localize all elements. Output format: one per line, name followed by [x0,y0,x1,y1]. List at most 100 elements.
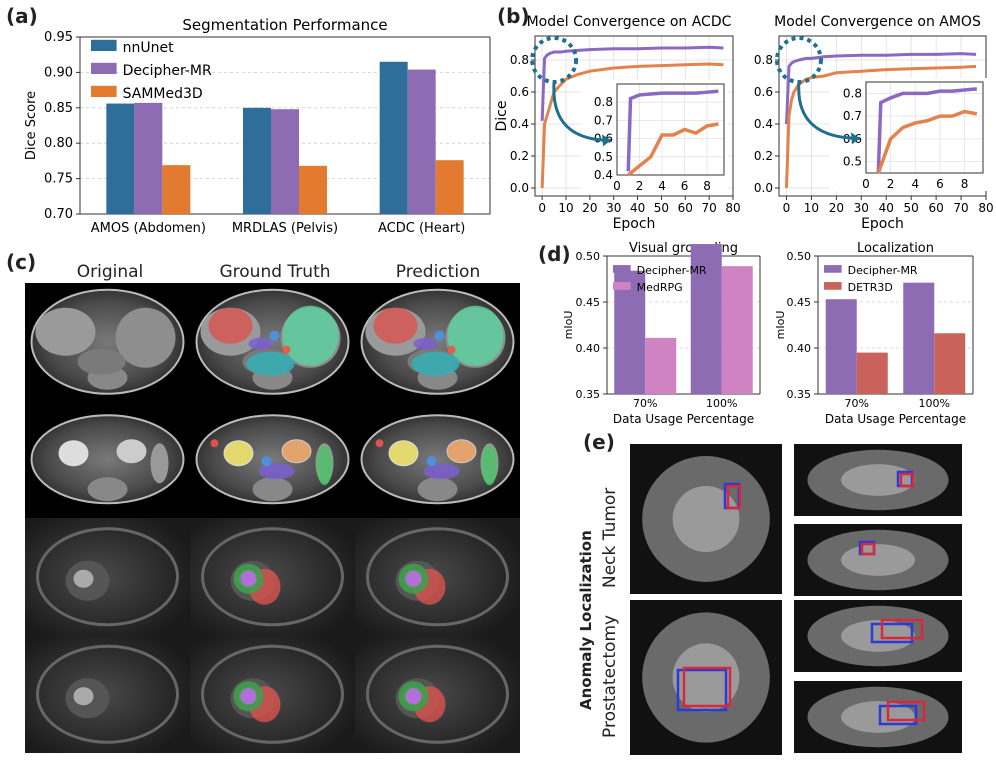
inset-x-tick-label: 0 [613,179,621,193]
prostate-coronal-image [794,600,962,672]
inset-background [830,78,987,191]
y-tick-label: 0.95 [44,30,73,45]
bar-sammed3d [435,160,464,214]
legend-label: SAMMed3D [123,86,203,102]
panel-label-a: (a) [6,4,38,28]
mri-cell [195,288,350,395]
legend-swatch [824,282,842,290]
y-tick-label: 0.35 [787,388,812,401]
kidney-left-mask [224,441,253,466]
x-tick-label: 20 [582,201,597,215]
neck-axial-gt-box [726,484,742,510]
y-axis-label: Dice [494,101,510,132]
inset-x-tick-label: 2 [636,179,644,193]
mri-grid [25,283,520,753]
inset-line-decipher-mr [876,87,978,174]
lv-mask [240,570,257,587]
prostate-axial-gt-box [682,666,732,708]
mri-cell [30,288,185,395]
prostate-axial-image [630,600,782,755]
chart-title: Localization [857,241,934,256]
stomach-mask [246,351,295,376]
column-ground-truth: Ground Truth [219,262,331,282]
inset-y-tick-label: 0.5 [843,155,862,169]
legend-swatch [91,62,117,74]
y-tick-label: 0.2 [510,149,529,163]
prostate-coronal-pred-box [870,622,914,644]
segmentation-performance-chart: Segmentation Performance 0.70 0.75 0.80 0.85… [24,16,491,236]
colon-mask [316,445,333,486]
line-decipher-mr [784,52,977,125]
abdomen-slice [30,414,185,505]
localization-chart: Localization 0.35 0.40 0.45 0.50 70% 100% mIoU D… [774,241,974,426]
inset-x-tick-label: 6 [681,179,689,193]
neck-coronal-image [794,444,962,516]
legend-swatch [824,265,842,273]
x-tick-label: 0 [538,201,546,215]
colon [150,443,169,484]
y-tick-label: 0.40 [576,342,601,355]
pancreas-mask [413,337,438,350]
y-tick-label: 0.8 [510,53,529,67]
x-tick-label: 80 [978,201,993,215]
zoom-arrowhead [851,132,860,145]
prostate-sagittal-gt-box [886,700,926,722]
neck-axial-image [630,444,782,594]
mri-cell [355,635,520,753]
y-tick-label: 0.80 [44,136,73,151]
spine [252,477,293,502]
y-tick-label: 0.50 [576,250,601,263]
thorax-outline [366,527,509,627]
y-tick-label: 0.2 [754,149,773,163]
kidney-left-mask [389,441,418,466]
zoom-arrow [797,81,861,140]
small-mask [375,439,384,448]
abdomen-slice [195,414,350,505]
inset-y-tick-label: 0.4 [594,168,613,182]
spleen [115,307,176,368]
inset-frame [865,81,984,174]
y-tick-label: 0.45 [787,296,812,309]
x-tick-label: MRDLAS (Pelvis) [232,221,338,236]
x-axis-label: Epoch [861,216,904,232]
small-mask [210,439,219,448]
kidney-right-mask [447,440,476,463]
pancreas-mask [248,337,273,350]
bar-medrpg [721,266,753,394]
aorta-mask [426,456,437,467]
anomaly-localization-images [630,444,962,755]
inset-x-tick-label: 4 [911,177,919,191]
neck-coronal-gt-box [899,472,915,488]
spine [417,477,458,502]
mri-cell [360,414,515,505]
bar-decipher-mr [903,282,935,394]
lv-mask [405,570,422,587]
thorax-outline [36,527,179,627]
thorax-outline [36,644,179,744]
mri-cell [25,518,190,636]
inset-x-tick-label: 2 [887,177,895,191]
stomach-mask [411,351,460,376]
y-tick-label: 0.4 [510,117,529,131]
y-tick-label: 0.70 [44,207,73,222]
y-axis-label: mIoU [774,311,787,340]
x-tick-label: 0 [783,201,791,215]
lv-mask [240,688,257,705]
y-tick-label: 0.85 [44,101,73,116]
y-tick-label: 0.35 [576,388,601,401]
row-label-neck-tumor: Neck Tumor [600,487,620,588]
mri-cell [190,635,355,753]
panel-label-c: (c) [6,250,37,274]
panel-label-b: (b) [497,4,530,28]
x-tick-label: 10 [558,201,573,215]
spleen-mask [447,305,504,366]
chart-title: Model Convergence on AMOS [774,14,981,30]
thorax-outline [201,644,344,744]
legend-label: nnUnet [123,40,174,56]
y-tick-label: 0.8 [754,53,773,67]
bar-decipher-mr [614,270,646,394]
aorta-mask [269,330,280,341]
stomach [77,348,126,375]
mri-cell [195,414,350,505]
